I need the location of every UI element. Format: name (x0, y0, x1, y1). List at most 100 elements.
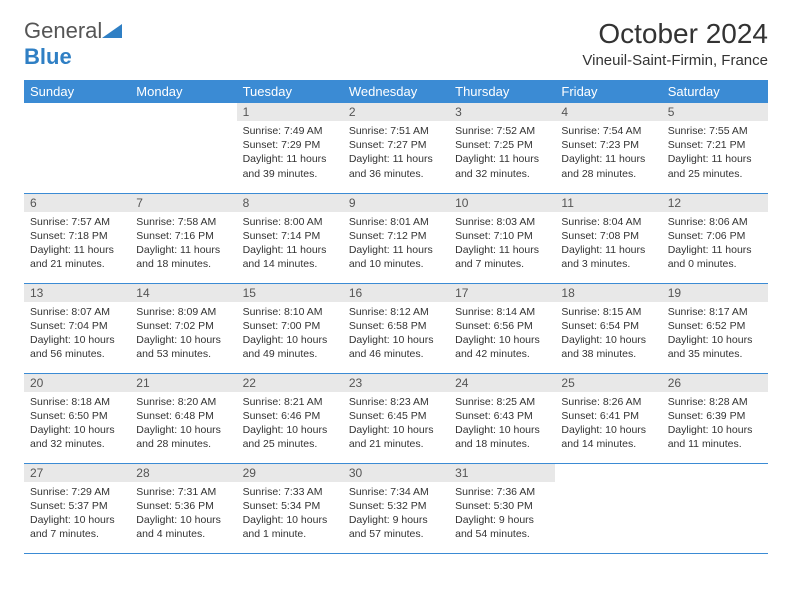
calendar-day-cell: 30Sunrise: 7:34 AMSunset: 5:32 PMDayligh… (343, 463, 449, 553)
day-number: 1 (237, 103, 343, 121)
day-number: 19 (662, 284, 768, 302)
day-data: Sunrise: 8:04 AMSunset: 7:08 PMDaylight:… (555, 212, 661, 276)
calendar-day-cell: 7Sunrise: 7:58 AMSunset: 7:16 PMDaylight… (130, 193, 236, 283)
calendar-day-cell: 9Sunrise: 8:01 AMSunset: 7:12 PMDaylight… (343, 193, 449, 283)
day-data: Sunrise: 8:20 AMSunset: 6:48 PMDaylight:… (130, 392, 236, 456)
day-data: Sunrise: 7:34 AMSunset: 5:32 PMDaylight:… (343, 482, 449, 546)
day-data: Sunrise: 7:49 AMSunset: 7:29 PMDaylight:… (237, 121, 343, 185)
calendar-day-cell: 22Sunrise: 8:21 AMSunset: 6:46 PMDayligh… (237, 373, 343, 463)
weekday-header: Sunday (24, 80, 130, 103)
logo-word-2: Blue (24, 44, 72, 69)
day-number: 31 (449, 464, 555, 482)
month-title: October 2024 (582, 18, 768, 50)
calendar-day-cell: 27Sunrise: 7:29 AMSunset: 5:37 PMDayligh… (24, 463, 130, 553)
calendar-day-cell: 6Sunrise: 7:57 AMSunset: 7:18 PMDaylight… (24, 193, 130, 283)
calendar-day-cell: .. (24, 103, 130, 193)
day-number: 30 (343, 464, 449, 482)
calendar-day-cell: .. (130, 103, 236, 193)
day-number: 20 (24, 374, 130, 392)
calendar-week-row: 20Sunrise: 8:18 AMSunset: 6:50 PMDayligh… (24, 373, 768, 463)
day-data: Sunrise: 8:06 AMSunset: 7:06 PMDaylight:… (662, 212, 768, 276)
day-number: 2 (343, 103, 449, 121)
weekday-header: Friday (555, 80, 661, 103)
calendar-day-cell: .. (662, 463, 768, 553)
calendar-day-cell: 23Sunrise: 8:23 AMSunset: 6:45 PMDayligh… (343, 373, 449, 463)
day-data: Sunrise: 8:10 AMSunset: 7:00 PMDaylight:… (237, 302, 343, 366)
day-number: 27 (24, 464, 130, 482)
calendar-day-cell: 28Sunrise: 7:31 AMSunset: 5:36 PMDayligh… (130, 463, 236, 553)
day-data: Sunrise: 8:21 AMSunset: 6:46 PMDaylight:… (237, 392, 343, 456)
day-data: Sunrise: 7:57 AMSunset: 7:18 PMDaylight:… (24, 212, 130, 276)
calendar-day-cell: 5Sunrise: 7:55 AMSunset: 7:21 PMDaylight… (662, 103, 768, 193)
calendar-day-cell: 4Sunrise: 7:54 AMSunset: 7:23 PMDaylight… (555, 103, 661, 193)
logo-triangle-icon (102, 24, 122, 38)
calendar-day-cell: 17Sunrise: 8:14 AMSunset: 6:56 PMDayligh… (449, 283, 555, 373)
day-data: Sunrise: 7:51 AMSunset: 7:27 PMDaylight:… (343, 121, 449, 185)
calendar-week-row: 13Sunrise: 8:07 AMSunset: 7:04 PMDayligh… (24, 283, 768, 373)
day-number: 5 (662, 103, 768, 121)
day-number: 6 (24, 194, 130, 212)
day-data: Sunrise: 8:18 AMSunset: 6:50 PMDaylight:… (24, 392, 130, 456)
calendar-day-cell: 20Sunrise: 8:18 AMSunset: 6:50 PMDayligh… (24, 373, 130, 463)
calendar-day-cell: 26Sunrise: 8:28 AMSunset: 6:39 PMDayligh… (662, 373, 768, 463)
title-block: October 2024 Vineuil-Saint-Firmin, Franc… (582, 18, 768, 69)
day-number: 14 (130, 284, 236, 302)
calendar-day-cell: 15Sunrise: 8:10 AMSunset: 7:00 PMDayligh… (237, 283, 343, 373)
day-number: 25 (555, 374, 661, 392)
day-data: Sunrise: 8:03 AMSunset: 7:10 PMDaylight:… (449, 212, 555, 276)
day-data: Sunrise: 8:01 AMSunset: 7:12 PMDaylight:… (343, 212, 449, 276)
day-data: Sunrise: 7:33 AMSunset: 5:34 PMDaylight:… (237, 482, 343, 546)
calendar-day-cell: 31Sunrise: 7:36 AMSunset: 5:30 PMDayligh… (449, 463, 555, 553)
day-number: 7 (130, 194, 236, 212)
logo-text: General Blue (24, 18, 122, 70)
weekday-header: Saturday (662, 80, 768, 103)
day-number: 13 (24, 284, 130, 302)
weekday-header: Thursday (449, 80, 555, 103)
day-number: 26 (662, 374, 768, 392)
day-data: Sunrise: 7:36 AMSunset: 5:30 PMDaylight:… (449, 482, 555, 546)
day-number: 11 (555, 194, 661, 212)
day-data: Sunrise: 8:28 AMSunset: 6:39 PMDaylight:… (662, 392, 768, 456)
day-number: 22 (237, 374, 343, 392)
logo-word-1: General (24, 18, 102, 43)
day-data: Sunrise: 8:25 AMSunset: 6:43 PMDaylight:… (449, 392, 555, 456)
day-data: Sunrise: 7:31 AMSunset: 5:36 PMDaylight:… (130, 482, 236, 546)
logo: General Blue (24, 18, 122, 70)
day-number: 12 (662, 194, 768, 212)
calendar-day-cell: 25Sunrise: 8:26 AMSunset: 6:41 PMDayligh… (555, 373, 661, 463)
calendar-head: SundayMondayTuesdayWednesdayThursdayFrid… (24, 80, 768, 103)
calendar-day-cell: 18Sunrise: 8:15 AMSunset: 6:54 PMDayligh… (555, 283, 661, 373)
calendar-day-cell: .. (555, 463, 661, 553)
day-data: Sunrise: 7:55 AMSunset: 7:21 PMDaylight:… (662, 121, 768, 185)
weekday-header: Wednesday (343, 80, 449, 103)
calendar-day-cell: 3Sunrise: 7:52 AMSunset: 7:25 PMDaylight… (449, 103, 555, 193)
day-data: Sunrise: 7:29 AMSunset: 5:37 PMDaylight:… (24, 482, 130, 546)
calendar-week-row: 27Sunrise: 7:29 AMSunset: 5:37 PMDayligh… (24, 463, 768, 553)
header: General Blue October 2024 Vineuil-Saint-… (24, 18, 768, 70)
calendar-week-row: ....1Sunrise: 7:49 AMSunset: 7:29 PMDayl… (24, 103, 768, 193)
day-number: 10 (449, 194, 555, 212)
calendar-day-cell: 8Sunrise: 8:00 AMSunset: 7:14 PMDaylight… (237, 193, 343, 283)
calendar-body: ....1Sunrise: 7:49 AMSunset: 7:29 PMDayl… (24, 103, 768, 553)
day-data: Sunrise: 8:09 AMSunset: 7:02 PMDaylight:… (130, 302, 236, 366)
calendar-day-cell: 1Sunrise: 7:49 AMSunset: 7:29 PMDaylight… (237, 103, 343, 193)
day-data: Sunrise: 8:07 AMSunset: 7:04 PMDaylight:… (24, 302, 130, 366)
calendar-day-cell: 14Sunrise: 8:09 AMSunset: 7:02 PMDayligh… (130, 283, 236, 373)
day-data: Sunrise: 7:54 AMSunset: 7:23 PMDaylight:… (555, 121, 661, 185)
day-data: Sunrise: 8:12 AMSunset: 6:58 PMDaylight:… (343, 302, 449, 366)
calendar-day-cell: 24Sunrise: 8:25 AMSunset: 6:43 PMDayligh… (449, 373, 555, 463)
day-data: Sunrise: 7:52 AMSunset: 7:25 PMDaylight:… (449, 121, 555, 185)
weekday-row: SundayMondayTuesdayWednesdayThursdayFrid… (24, 80, 768, 103)
calendar-day-cell: 12Sunrise: 8:06 AMSunset: 7:06 PMDayligh… (662, 193, 768, 283)
calendar-day-cell: 10Sunrise: 8:03 AMSunset: 7:10 PMDayligh… (449, 193, 555, 283)
calendar-day-cell: 19Sunrise: 8:17 AMSunset: 6:52 PMDayligh… (662, 283, 768, 373)
day-data: Sunrise: 8:14 AMSunset: 6:56 PMDaylight:… (449, 302, 555, 366)
day-number: 18 (555, 284, 661, 302)
day-number: 9 (343, 194, 449, 212)
day-number: 16 (343, 284, 449, 302)
day-number: 3 (449, 103, 555, 121)
day-number: 24 (449, 374, 555, 392)
calendar-day-cell: 11Sunrise: 8:04 AMSunset: 7:08 PMDayligh… (555, 193, 661, 283)
calendar-day-cell: 21Sunrise: 8:20 AMSunset: 6:48 PMDayligh… (130, 373, 236, 463)
calendar-table: SundayMondayTuesdayWednesdayThursdayFrid… (24, 80, 768, 554)
